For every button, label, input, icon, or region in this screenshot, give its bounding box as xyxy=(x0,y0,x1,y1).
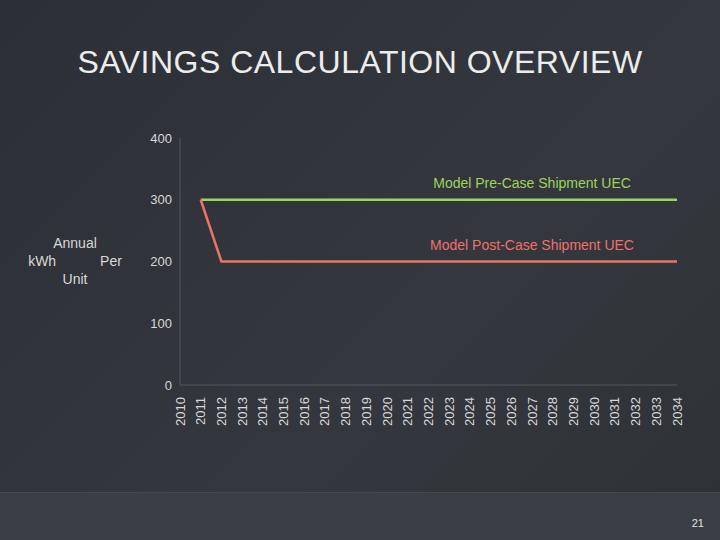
html-text:Annual kWh Per Unit: Annual kWh Per Unit xyxy=(28,235,122,287)
svg-text:2015: 2015 xyxy=(276,397,291,426)
svg-text:2029: 2029 xyxy=(566,397,581,426)
svg-text:2030: 2030 xyxy=(587,397,602,426)
svg-text:2013: 2013 xyxy=(235,397,250,426)
svg-text:2021: 2021 xyxy=(400,397,415,426)
svg-text:2014: 2014 xyxy=(255,397,270,426)
svg-text:2022: 2022 xyxy=(421,397,436,426)
svg-text:2023: 2023 xyxy=(442,397,457,426)
svg-text:0: 0 xyxy=(165,378,172,393)
svg-text:2011: 2011 xyxy=(193,397,208,425)
svg-text:2024: 2024 xyxy=(462,397,477,426)
html-text:SAVINGS CALCULATION OVERVIEW: SAVINGS CALCULATION OVERVIEW xyxy=(77,44,643,80)
svg-text:2033: 2033 xyxy=(649,397,664,426)
svg-text:2016: 2016 xyxy=(297,397,312,426)
svg-text:200: 200 xyxy=(150,254,172,269)
svg-text:2031: 2031 xyxy=(607,397,622,426)
svg-text:2034: 2034 xyxy=(670,397,685,426)
svg-text:2019: 2019 xyxy=(359,397,374,426)
svg-text:2032: 2032 xyxy=(628,397,643,426)
svg-text:100: 100 xyxy=(150,316,172,331)
svg-text:2020: 2020 xyxy=(380,397,395,426)
svg-text:2012: 2012 xyxy=(214,397,229,426)
svg-text:300: 300 xyxy=(150,192,172,207)
svg-text:2025: 2025 xyxy=(483,397,498,426)
svg-text:2018: 2018 xyxy=(338,397,353,426)
svg-text:Model Pre-Case Shipment UEC: Model Pre-Case Shipment UEC xyxy=(433,175,631,191)
svg-text:2027: 2027 xyxy=(525,397,540,426)
svg-text:2010: 2010 xyxy=(173,397,188,426)
svg-text:2026: 2026 xyxy=(504,397,519,426)
svg-text:Model Post-Case Shipment UEC: Model Post-Case Shipment UEC xyxy=(430,237,634,253)
html-text:21: 21 xyxy=(691,517,704,529)
svg-text:2017: 2017 xyxy=(317,397,332,426)
svg-text:400: 400 xyxy=(150,131,172,146)
svg-text:2028: 2028 xyxy=(545,397,560,426)
